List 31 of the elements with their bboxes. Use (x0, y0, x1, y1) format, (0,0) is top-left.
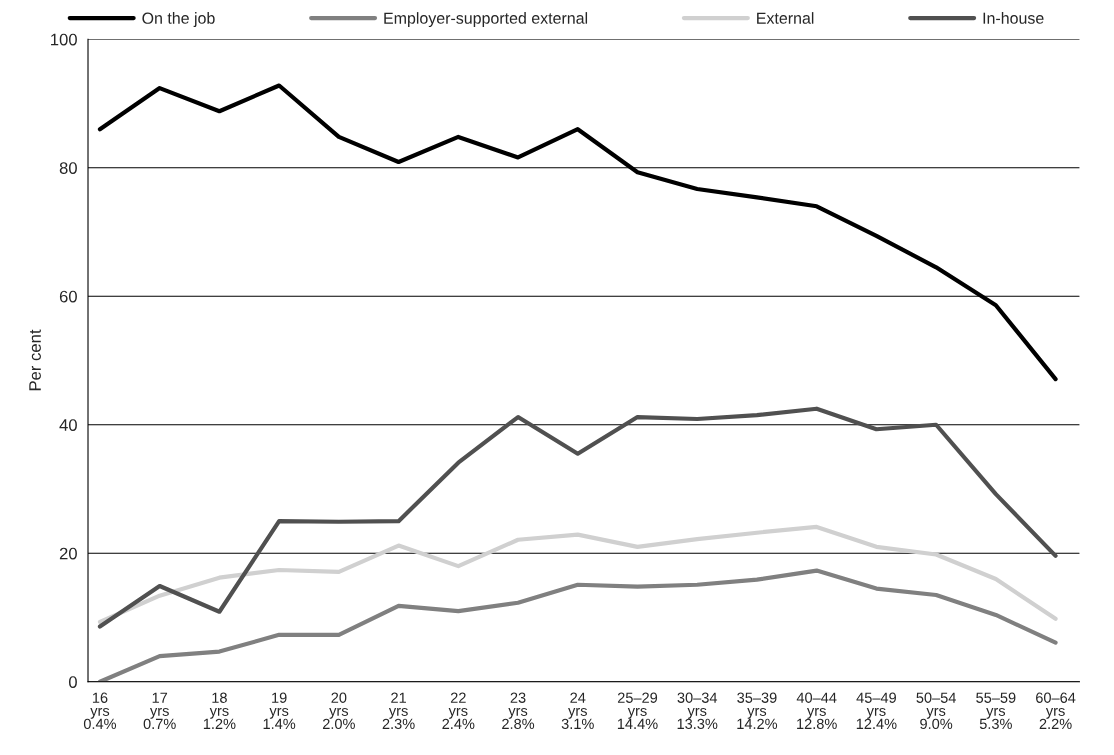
x-tick-label: 17 yrs 0.7% (143, 692, 176, 730)
x-tick-label: 23 yrs 2.8% (502, 692, 535, 730)
x-tick-label: 50–54 yrs 9.0% (916, 692, 956, 730)
x-tick-label: 21 yrs 2.3% (382, 692, 415, 730)
x-tick-label: 16 yrs 0.4% (83, 692, 117, 730)
x-tick-label: 55–59 yrs 5.3% (976, 692, 1016, 730)
x-tick-label: 19 yrs 1.4% (263, 692, 296, 729)
x-tick-label: 20 yrs 2.0% (322, 692, 355, 730)
x-tick-label: 30–34 yrs 13.3% (677, 692, 718, 730)
x-tick-label: 18 yrs 1.2% (203, 692, 236, 729)
x-tick-label: 40–44 yrs 12.8% (796, 692, 837, 730)
x-tick-label: 24 yrs 3.1% (561, 692, 594, 730)
legend-label: Employer-supported external (384, 12, 588, 27)
y-tick-label: 80 (59, 162, 77, 174)
x-tick-label: 45–49 yrs 12.4% (856, 692, 897, 729)
y-axis-title: Per cent (29, 329, 41, 391)
x-tick-label: 25–29 yrs 14.4% (617, 692, 658, 729)
line-series (97, 524, 1058, 625)
y-tick-label: 100 (51, 33, 77, 46)
x-tick-label: 22 yrs 2.4% (442, 692, 475, 729)
y-tick-label: 40 (59, 419, 77, 431)
legend-label: On the job (142, 12, 215, 27)
line-series (97, 568, 1058, 682)
line-series (97, 406, 1058, 629)
y-tick-label: 0 (68, 676, 77, 688)
legend-label: In-house (983, 12, 1044, 24)
y-tick-label: 60 (59, 290, 77, 303)
y-tick-label: 20 (59, 547, 77, 560)
legend-label: External (757, 12, 814, 24)
x-tick-label: 35–39 yrs 14.2% (737, 692, 778, 729)
x-tick-label: 60–64 yrs 2.2% (1036, 692, 1076, 729)
